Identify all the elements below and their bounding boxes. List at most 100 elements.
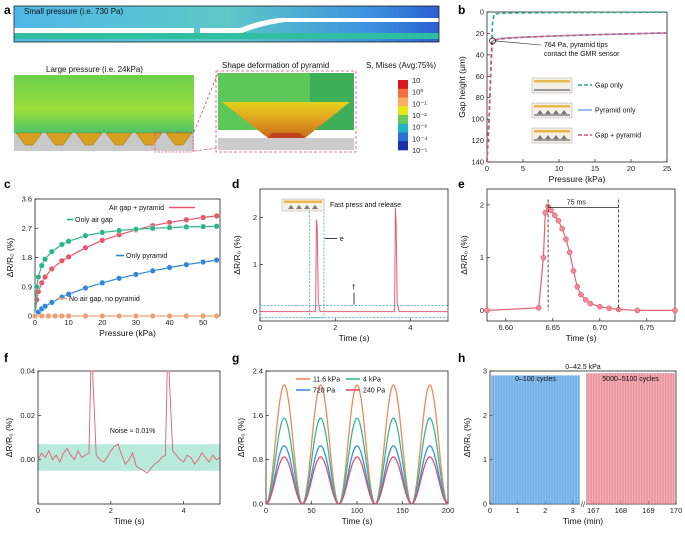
pyramid — [165, 132, 193, 146]
colorbar-swatch — [398, 141, 408, 151]
shape-deformation-label: Shape deformation of pyramid — [222, 61, 329, 70]
series-annotation: Only air gap — [75, 217, 113, 224]
y-tick-label: 0.9 — [22, 282, 32, 291]
data-point-air-gap-pyramid — [99, 237, 106, 244]
y-tick-label: 1 — [253, 260, 257, 269]
colorbar-label: 10⁻¹ — [412, 99, 427, 108]
data-point-only-air-gap — [166, 224, 173, 231]
series-line-noise — [37, 370, 221, 474]
y-tick-label: 0.8 — [253, 455, 263, 464]
device-inset-pyramid — [312, 205, 318, 209]
legend-inset-electrode — [534, 130, 570, 133]
y-tick-label: 0 — [253, 307, 257, 316]
panel-a-label: a — [4, 3, 11, 17]
x-tick-label: 20 — [627, 164, 635, 173]
data-point-no-air-gap-no-pyramid — [45, 313, 52, 320]
data-point — [540, 254, 547, 261]
data-point-air-gap-pyramid — [33, 296, 40, 303]
colorbar-swatch — [398, 123, 408, 133]
panel-a-deformation — [193, 70, 357, 153]
data-point-no-air-gap-no-pyramid — [149, 313, 156, 320]
y-tick-label: 1 — [480, 253, 484, 262]
data-point — [615, 306, 622, 313]
chart-h: 0 1 2 3 0 1 2 3 167 168 169 170 // Time (min) ΔR/R₀ (%… — [462, 364, 682, 526]
data-point-only-air-gap — [149, 225, 156, 232]
panel-g-label: g — [232, 351, 239, 365]
series-line-720-pa — [265, 445, 449, 505]
colorbar-swatch — [398, 80, 408, 90]
chart-c: 0 10 20 30 40 50 0 0.9 1.8 2.7 3.6 Pressure (kPa) ΔR… — [5, 195, 221, 338]
data-point-only-pyramid — [65, 291, 72, 298]
data-point-only-air-gap — [38, 262, 45, 269]
data-point-no-air-gap-no-pyramid — [213, 313, 220, 320]
x-tick-label: 25 — [663, 164, 671, 173]
plot-frame — [265, 370, 449, 505]
series-line-gap-pyramid — [486, 32, 668, 163]
data-point-only-air-gap — [35, 274, 42, 281]
x-axis-label: Time (s) — [339, 333, 370, 343]
data-point-no-air-gap-no-pyramid — [32, 313, 39, 320]
x-tick-label: 2 — [333, 323, 337, 332]
y-tick-label: 3.6 — [22, 195, 32, 204]
y-tick-label: 40 — [476, 50, 484, 59]
x-tick-label: 50 — [307, 506, 315, 515]
data-point-air-gap-pyramid — [42, 274, 49, 281]
device-inset-pyramid — [288, 205, 294, 209]
x-tick-label: 170 — [670, 506, 683, 515]
x-tick-label: 4 — [182, 506, 186, 515]
legend-inset-pyramid — [545, 110, 551, 114]
x-tick-label: 100 — [351, 506, 364, 515]
panel-e-label: e — [458, 177, 465, 191]
colorbar-title: S, Mises (Avg:75%) — [366, 61, 436, 70]
x-tick-label: 150 — [396, 506, 409, 515]
data-point-no-air-gap-no-pyramid — [166, 313, 173, 320]
legend-inset-electrode — [534, 105, 570, 108]
panel-d-label: d — [232, 177, 239, 191]
data-point-air-gap-pyramid — [38, 279, 45, 286]
legend-inset-pyramid — [561, 110, 567, 114]
y-axis-label: ΔR/R₀ (%) — [459, 235, 469, 275]
x-tick-label: 15 — [591, 164, 599, 173]
data-point-only-air-gap — [99, 229, 106, 236]
colorbar-swatch — [398, 97, 408, 107]
x-axis-label: Pressure (kPa) — [99, 328, 156, 338]
y-tick-label: 80 — [476, 93, 484, 102]
panel-f-label: f — [4, 351, 9, 365]
data-point-no-air-gap-no-pyramid — [52, 313, 59, 320]
data-point-air-gap-pyramid — [48, 265, 55, 272]
x-tick-label: 1 — [515, 506, 519, 515]
large-pressure-label: Large pressure (i.e. 24kPa) — [46, 65, 143, 74]
series-line-240-pa — [265, 456, 449, 505]
data-point — [574, 283, 581, 290]
y-tick-label: 2 — [480, 200, 484, 209]
y-tick-label: 0.04 — [20, 367, 35, 376]
device-inset-pyramid — [296, 205, 302, 209]
axis-break-gap — [580, 499, 586, 509]
data-point-no-air-gap-no-pyramid — [132, 313, 139, 320]
x-tick-label: 6.70 — [592, 323, 607, 332]
colorbar-swatch — [398, 88, 408, 98]
x-axis-label: Time (s) — [114, 516, 145, 526]
y-tick-label: 1.8 — [22, 253, 32, 262]
x-tick-label: 0 — [488, 506, 492, 515]
y-tick-label: 100 — [471, 115, 484, 124]
plot-frame — [37, 370, 221, 505]
data-point-only-pyramid — [99, 279, 106, 286]
data-point-only-air-gap — [42, 256, 49, 263]
legend-inset-pyramid — [537, 135, 543, 139]
series-annotation: No air gap, no pyramid — [69, 296, 140, 303]
y-tick-label: 0 — [483, 500, 487, 509]
data-point — [606, 305, 613, 312]
chart-b: 0 5 10 15 20 25 0 20 40 60 80 100 120 140 Pressure (kP… — [457, 8, 671, 185]
x-tick-label: 5 — [521, 164, 525, 173]
x-tick-label: 6.60 — [498, 323, 513, 332]
f-annotation: Noise ≈ 0.01% — [110, 428, 155, 435]
data-point — [559, 225, 566, 232]
x-tick-label: 0 — [33, 318, 37, 327]
colorbar-label: 10 — [412, 76, 420, 85]
x-axis-label: Time (s) — [342, 516, 373, 526]
x-tick-label: 4 — [408, 323, 412, 332]
x-tick-label: 168 — [615, 506, 628, 515]
series-annotation: Only pyramid — [126, 253, 167, 260]
